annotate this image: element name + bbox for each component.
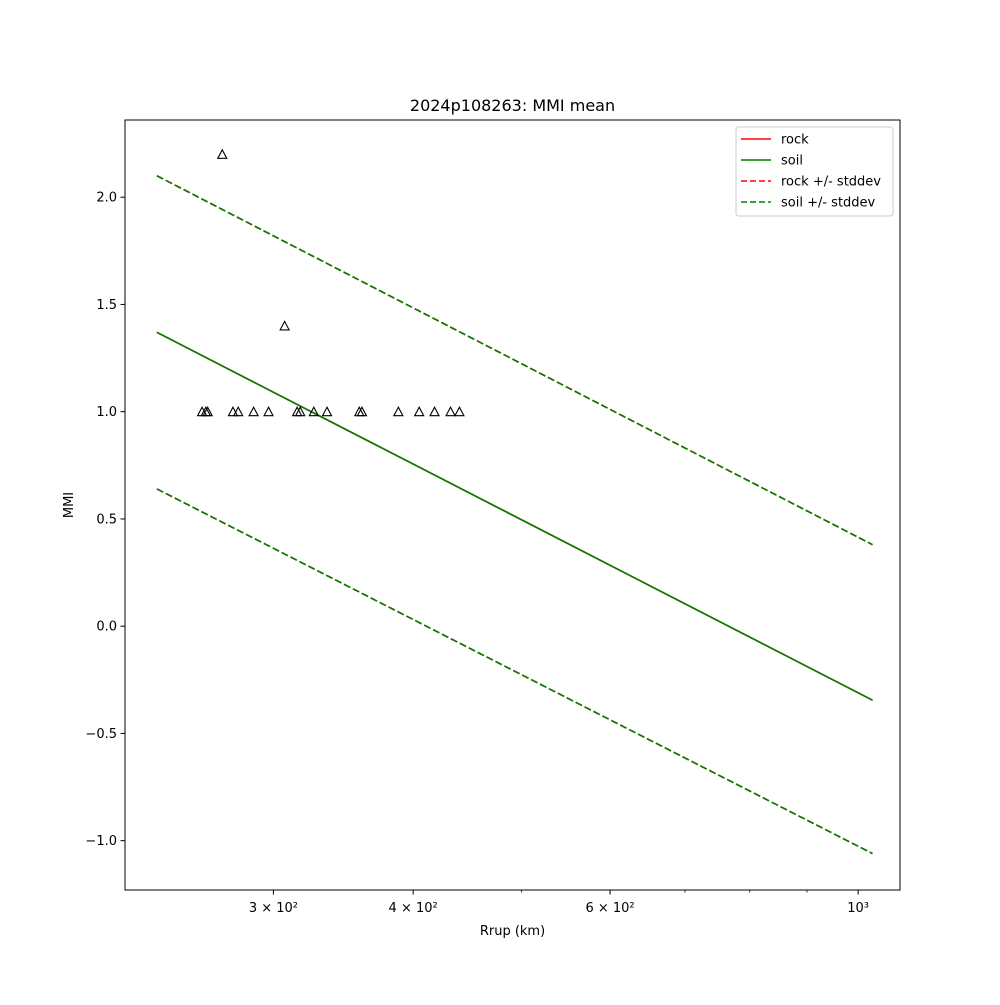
- series-line-soil: [156, 331, 873, 701]
- data-point: [216, 148, 228, 159]
- legend-label: rock: [781, 133, 809, 148]
- plot-area: [156, 148, 873, 855]
- data-point: [356, 406, 368, 417]
- legend-box: [735, 126, 894, 217]
- y-tick-label: 2.0: [96, 191, 117, 206]
- x-tick-label: 3 × 10²: [249, 901, 298, 916]
- x-tick-label: 4 × 10²: [389, 901, 438, 916]
- axes: 3 × 10² 4 × 10² 6 × 10² 10³ −1.0 −0.5 0.0 0.5 1.…: [85, 119, 901, 916]
- legend-label: soil +/- stddev: [781, 196, 876, 211]
- x-axis-label: Rrup (km): [480, 924, 545, 939]
- data-point: [454, 406, 465, 417]
- axes-frame: [124, 119, 901, 891]
- data-point: [445, 406, 456, 417]
- legend-label: soil: [781, 154, 803, 169]
- data-point: [429, 406, 440, 417]
- y-tick-label: 1.5: [96, 298, 117, 313]
- x-tick-label: 6 × 10²: [585, 901, 634, 916]
- data-point: [392, 406, 404, 417]
- series-line-soil-stddev-lower: [156, 488, 873, 855]
- y-axis-label: MMI: [62, 492, 77, 518]
- data-point: [308, 406, 320, 417]
- data-point: [413, 406, 425, 417]
- data-point: [263, 406, 274, 417]
- chart-title: 2024p108263: MMI mean: [410, 96, 615, 115]
- series-line-soil-stddev-upper: [156, 175, 873, 546]
- y-tick-label: 0.0: [96, 620, 117, 635]
- legend: rock soil rock +/- stddev soil +/- stddev: [735, 126, 894, 217]
- legend-label: rock +/- stddev: [781, 175, 881, 190]
- data-point: [227, 406, 239, 417]
- data-point: [321, 406, 333, 417]
- data-point: [294, 406, 306, 417]
- y-tick-label: −1.0: [85, 834, 117, 849]
- data-point: [248, 406, 260, 417]
- data-point: [232, 406, 244, 417]
- y-tick-label: 0.5: [96, 512, 117, 527]
- y-tick-label: 1.0: [96, 405, 117, 420]
- data-point: [202, 406, 214, 417]
- x-tick-label: 10³: [847, 901, 869, 916]
- y-tick-label: −0.5: [85, 727, 117, 742]
- data-point: [279, 320, 291, 331]
